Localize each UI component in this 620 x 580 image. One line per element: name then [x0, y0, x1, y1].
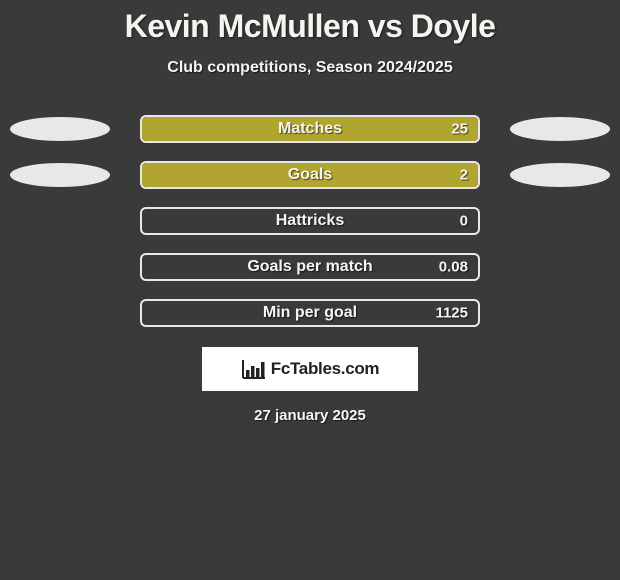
stat-row: Hattricks0 [0, 207, 620, 235]
page-title: Kevin McMullen vs Doyle [0, 0, 620, 45]
bar-holder: Min per goal1125 [140, 299, 480, 327]
bar-label: Min per goal [142, 304, 478, 322]
bar-holder: Hattricks0 [140, 207, 480, 235]
stat-row: Goals per match0.08 [0, 253, 620, 281]
stat-row: Min per goal1125 [0, 299, 620, 327]
comparison-bars: Matches25 Goals2 Hattricks0 Goals per match… [0, 115, 620, 327]
logo-text: FcTables.com [271, 359, 380, 379]
logo-box: FcTables.com [202, 347, 418, 391]
stat-row: Matches25 [0, 115, 620, 143]
right-ellipse [510, 163, 610, 187]
bar-value: 0 [460, 213, 468, 230]
bar-label: Hattricks [142, 212, 478, 230]
bar-value: 0.08 [439, 259, 468, 276]
bar-fill [142, 163, 478, 187]
bar-holder: Goals2 [140, 161, 480, 189]
bar-holder: Matches25 [140, 115, 480, 143]
bar-value: 1125 [435, 305, 468, 322]
left-ellipse [10, 117, 110, 141]
bar-label: Goals per match [142, 258, 478, 276]
bar-chart-icon [241, 358, 267, 380]
stat-row: Goals2 [0, 161, 620, 189]
bar-holder: Goals per match0.08 [140, 253, 480, 281]
right-ellipse [510, 117, 610, 141]
bar-fill [142, 117, 478, 141]
page-subtitle: Club competitions, Season 2024/2025 [0, 59, 620, 77]
footer-date: 27 january 2025 [0, 407, 620, 424]
left-ellipse [10, 163, 110, 187]
